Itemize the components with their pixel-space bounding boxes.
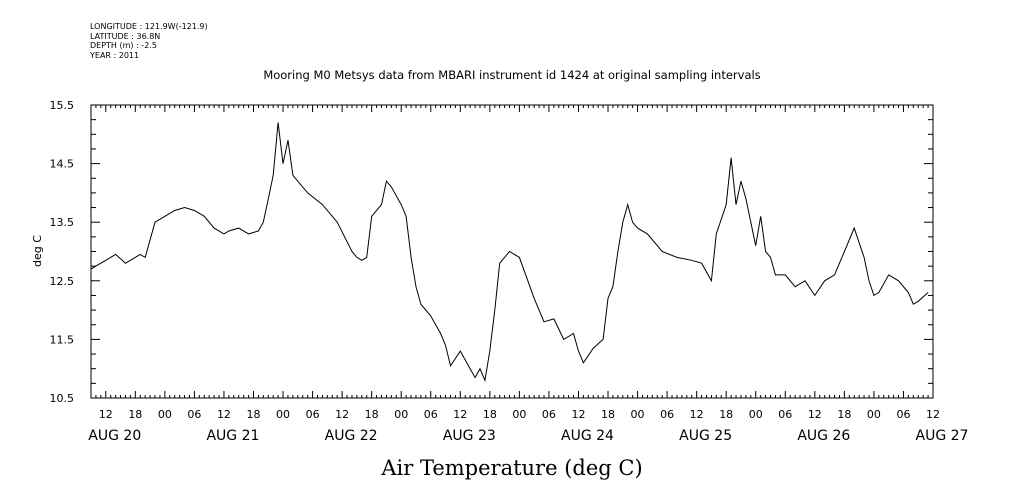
x-hour-tick-label: 00: [276, 408, 290, 421]
x-date-label: AUG 26: [797, 428, 850, 444]
y-tick-label: 14.5: [50, 158, 75, 171]
x-hour-tick-label: 06: [778, 408, 792, 421]
metadata-latitude: LATITUDE : 36.8N: [90, 31, 161, 41]
y-tick-label: 10.5: [50, 392, 75, 405]
x-hour-tick-label: 00: [749, 408, 763, 421]
y-tick-label: 12.5: [50, 275, 75, 288]
x-hour-tick-label: 06: [306, 408, 320, 421]
x-date-label: AUG 24: [561, 428, 614, 444]
x-hour-tick-label: 12: [926, 408, 940, 421]
x-date-label: AUG 23: [443, 428, 496, 444]
air-temperature-series-line: [90, 122, 929, 383]
x-hour-tick-label: 18: [837, 408, 851, 421]
x-hour-tick-label: 06: [424, 408, 438, 421]
x-hour-tick-label: 18: [246, 408, 260, 421]
x-hour-tick-label: 00: [867, 408, 881, 421]
x-date-label: AUG 22: [325, 428, 378, 444]
metadata-depth: DEPTH (m) : -2.5: [90, 41, 157, 50]
x-hour-tick-label: 00: [394, 408, 408, 421]
axis-tick-labels: 10.5 11.5 12.5 13.5 14.5 15.5 12 18 00 06 12 18 00 06…: [50, 99, 969, 444]
x-hour-tick-label: 18: [719, 408, 733, 421]
x-hour-tick-label: 06: [187, 408, 201, 421]
x-hour-tick-label: 12: [217, 408, 231, 421]
x-hour-tick-label: 06: [896, 408, 910, 421]
x-hour-tick-label: 18: [128, 408, 142, 421]
x-hour-tick-label: 06: [660, 408, 674, 421]
chart-title: Mooring M0 Metsys data from MBARI instru…: [263, 68, 760, 82]
x-hour-tick-label: 18: [365, 408, 379, 421]
x-axis-label: Air Temperature (deg C): [380, 456, 642, 480]
y-tick-label: 13.5: [50, 216, 75, 229]
x-hour-tick-label: 00: [512, 408, 526, 421]
plot-frame: [90, 104, 934, 399]
x-hour-tick-label: 00: [158, 408, 172, 421]
y-tick-label: 15.5: [50, 99, 75, 112]
metadata-year: YEAR : 2011: [90, 50, 140, 60]
x-hour-tick-label: 12: [690, 408, 704, 421]
x-date-label: AUG 20: [88, 428, 141, 444]
metadata-block: LONGITUDE : 121.9W(-121.9) LATITUDE : 36…: [90, 22, 208, 60]
x-hour-tick-label: 12: [571, 408, 585, 421]
x-hour-tick-label: 12: [808, 408, 822, 421]
x-date-label: AUG 27: [916, 428, 969, 444]
x-hour-tick-label: 12: [453, 408, 467, 421]
x-hour-tick-label: 12: [99, 408, 113, 421]
metadata-longitude: LONGITUDE : 121.9W(-121.9): [90, 22, 208, 31]
x-hour-tick-label: 00: [631, 408, 645, 421]
x-hour-tick-label: 06: [542, 408, 556, 421]
x-date-label: AUG 25: [679, 428, 732, 444]
x-hour-tick-label: 12: [335, 408, 349, 421]
axis-ticks: [90, 104, 934, 399]
y-axis-label: deg C: [31, 235, 44, 267]
x-date-label: AUG 21: [206, 428, 259, 444]
x-hour-tick-label: 18: [601, 408, 615, 421]
y-tick-label: 11.5: [50, 333, 75, 346]
x-hour-tick-label: 18: [483, 408, 497, 421]
